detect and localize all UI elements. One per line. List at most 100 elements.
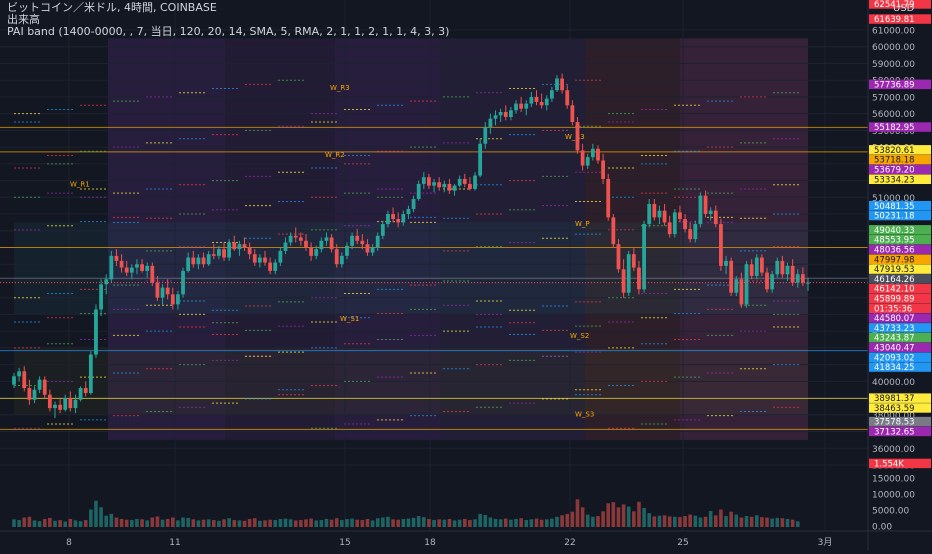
candle-body bbox=[186, 257, 191, 271]
volume-bar bbox=[150, 517, 155, 527]
volume-bar bbox=[570, 511, 575, 527]
volume-bar bbox=[555, 516, 559, 527]
volume-tick-label: 15000.00 bbox=[872, 475, 915, 485]
volume-bar bbox=[596, 516, 600, 527]
candle-body bbox=[647, 204, 652, 225]
volume-bar bbox=[109, 513, 114, 527]
volume-bar bbox=[616, 507, 621, 527]
volume-bar bbox=[739, 517, 744, 527]
price-label-text: 53718.18 bbox=[874, 156, 915, 166]
candle-body bbox=[590, 148, 595, 158]
candle-body bbox=[498, 111, 503, 116]
candle-body bbox=[32, 389, 37, 400]
currency-label: USD bbox=[893, 3, 915, 14]
candle-body bbox=[191, 257, 196, 265]
candle-body bbox=[729, 260, 734, 293]
volume-bar bbox=[314, 520, 319, 527]
volume-label[interactable]: 出来高 bbox=[7, 13, 40, 26]
volume-bar bbox=[94, 500, 98, 527]
volume-bar bbox=[58, 520, 62, 527]
candle-body bbox=[427, 177, 431, 186]
volume-bar bbox=[196, 520, 201, 527]
volume-bar bbox=[770, 518, 774, 527]
price-label-text: 47919.53 bbox=[874, 265, 915, 275]
volume-bar bbox=[391, 519, 395, 527]
price-label-box bbox=[869, 332, 931, 343]
time-ticks: 8 11 15 18 22 25 3月 bbox=[66, 537, 832, 548]
candle-body bbox=[268, 262, 273, 271]
indicator-label[interactable]: PAI band (1400-0000, , 7, 当日, 120, 20, 1… bbox=[7, 25, 450, 38]
price-label-text: 1.554K bbox=[874, 459, 904, 469]
price-label-text: 48553.95 bbox=[874, 236, 915, 246]
candle-body bbox=[672, 212, 677, 235]
candle-body bbox=[27, 388, 32, 400]
price-label-box bbox=[869, 283, 931, 294]
candle-body bbox=[652, 204, 657, 218]
price-tick-label: 36000.00 bbox=[872, 445, 915, 455]
candle-body bbox=[683, 219, 687, 230]
volume-bar bbox=[442, 519, 447, 527]
volume-bar bbox=[468, 520, 472, 527]
volume-bar bbox=[575, 499, 580, 527]
candle-body bbox=[99, 284, 103, 310]
volume-bar bbox=[693, 515, 698, 527]
volume-bar bbox=[785, 518, 790, 527]
price-labels: 62541.79 61639.81 57736.89 55182.95 53820.61… bbox=[869, 0, 931, 469]
candle-body bbox=[88, 354, 93, 394]
candle-body bbox=[83, 388, 88, 394]
volume-bar bbox=[509, 519, 513, 527]
volume-bar bbox=[724, 516, 728, 527]
candle-body bbox=[165, 287, 170, 295]
candle-body bbox=[462, 178, 467, 184]
volume-bar bbox=[529, 519, 534, 527]
price-label-box bbox=[869, 293, 931, 304]
candle-body bbox=[457, 178, 462, 186]
price-tick-label: 57000.00 bbox=[872, 93, 915, 103]
candle-body bbox=[411, 198, 416, 210]
candle-body bbox=[488, 118, 493, 128]
candle-body bbox=[483, 127, 488, 144]
candle-body bbox=[555, 78, 559, 91]
price-label-box bbox=[869, 200, 931, 211]
price-tick-label: 59000.00 bbox=[872, 60, 915, 70]
price-label-text: 49040.33 bbox=[874, 226, 915, 236]
volume-bar bbox=[12, 519, 16, 527]
price-label-box bbox=[869, 362, 931, 372]
candle-body bbox=[104, 279, 109, 285]
volume-bar bbox=[32, 520, 37, 527]
candle-body bbox=[514, 103, 518, 111]
symbol-title[interactable]: ビットコイン／米ドル, 4時間, COINBASE bbox=[7, 1, 217, 14]
volume-bar bbox=[565, 513, 570, 527]
candle-body bbox=[211, 254, 216, 256]
time-tick-label: 18 bbox=[424, 538, 436, 548]
volume-bar bbox=[242, 520, 247, 527]
volume-bar bbox=[462, 518, 467, 527]
volume-bar bbox=[176, 520, 180, 527]
volume-bar bbox=[83, 520, 88, 527]
volume-bar bbox=[416, 516, 421, 527]
candle-body bbox=[196, 257, 201, 265]
candle-body bbox=[58, 404, 63, 410]
band-zone bbox=[108, 38, 225, 440]
volume-bar bbox=[99, 507, 103, 527]
volume-bar bbox=[124, 519, 129, 527]
price-label-text: 44580.07 bbox=[874, 314, 915, 324]
candle-body bbox=[754, 257, 759, 276]
volume-bar bbox=[683, 516, 687, 527]
band-zone bbox=[440, 38, 585, 440]
candle-body bbox=[273, 262, 278, 271]
volume-bar bbox=[89, 509, 93, 527]
price-tick-label: 60000.00 bbox=[872, 43, 915, 53]
volume-bar bbox=[104, 515, 109, 527]
candle-body bbox=[263, 257, 267, 263]
volume-bar bbox=[447, 518, 452, 527]
volume-bar bbox=[140, 519, 144, 527]
candle-body bbox=[201, 257, 206, 265]
volume-bar bbox=[130, 520, 134, 527]
candle-body bbox=[119, 260, 124, 268]
candle-body bbox=[416, 183, 421, 199]
price-label-text: 38463.59 bbox=[874, 404, 915, 414]
candle-body bbox=[53, 404, 57, 409]
